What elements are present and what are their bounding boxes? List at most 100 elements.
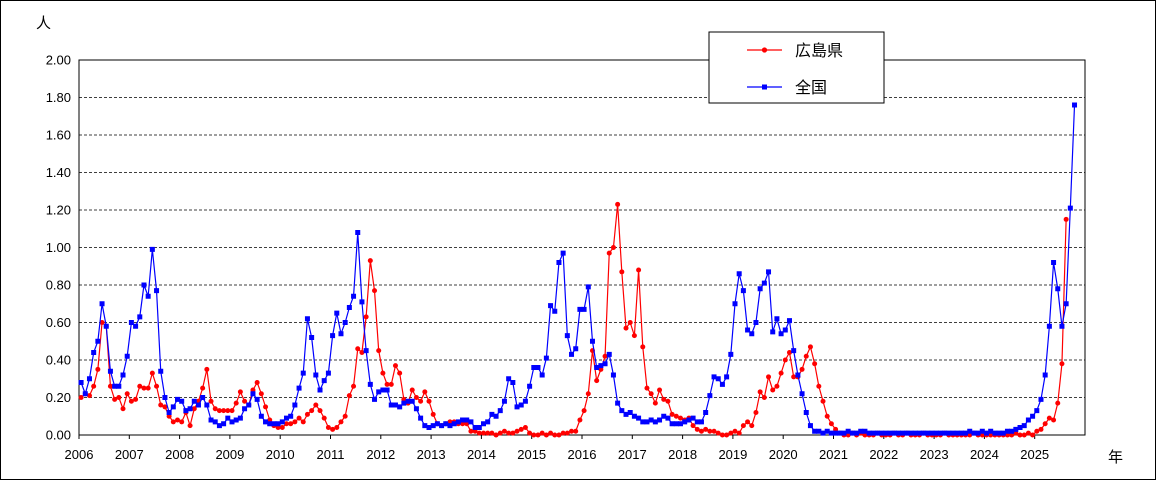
data-point (644, 385, 650, 391)
data-point (413, 406, 419, 412)
data-point (451, 421, 457, 427)
data-point (1042, 372, 1048, 378)
data-point (786, 318, 792, 324)
data-point (711, 428, 717, 434)
data-point (367, 258, 373, 264)
data-point (409, 398, 415, 404)
data-point (983, 430, 989, 436)
data-point (514, 404, 520, 410)
data-point (862, 428, 868, 434)
data-point (392, 363, 398, 369)
data-point (535, 365, 541, 370)
data-point (795, 372, 801, 378)
data-point (770, 387, 776, 393)
data-point (753, 320, 759, 325)
y-tick-label: 1.20 (46, 203, 71, 218)
data-point (619, 269, 625, 275)
data-point (124, 353, 130, 359)
data-point (799, 391, 805, 397)
data-point (166, 410, 172, 415)
data-point (191, 406, 197, 412)
data-point (535, 432, 541, 438)
data-point (933, 430, 939, 436)
data-point (652, 400, 658, 406)
data-point (124, 391, 130, 397)
data-point (950, 430, 956, 436)
x-tick-label: 2006 (65, 447, 94, 462)
data-point (640, 344, 646, 350)
data-point (334, 310, 340, 316)
x-axis: 2006 2007 2008 2009 2010 2011 2012 2013 2014 2015… (65, 435, 1049, 462)
data-point (841, 430, 847, 436)
data-point (694, 419, 700, 425)
x-tick-label: 2015 (517, 447, 546, 462)
data-point (221, 421, 227, 427)
data-point (229, 419, 235, 425)
data-point (91, 350, 97, 355)
data-point (99, 320, 105, 325)
data-point (552, 308, 558, 314)
data-point (497, 408, 503, 414)
data-point (372, 396, 378, 402)
data-point (120, 406, 126, 412)
data-point (304, 411, 310, 417)
data-point (397, 404, 403, 410)
data-point (237, 389, 243, 395)
data-point (556, 432, 562, 438)
data-point (543, 432, 549, 438)
y-unit-label: 人 (36, 14, 51, 32)
data-point (1059, 323, 1065, 329)
data-point (573, 428, 579, 434)
data-point (745, 327, 751, 333)
data-point (418, 398, 424, 404)
data-point (162, 395, 168, 400)
data-point (975, 430, 981, 436)
data-point (175, 417, 181, 423)
x-tick-label: 2025 (1020, 447, 1049, 462)
data-point (300, 419, 306, 425)
data-point (531, 432, 537, 438)
data-point (212, 406, 218, 412)
y-tick-label: 1.60 (46, 128, 71, 143)
data-point (116, 395, 122, 400)
data-point (992, 430, 998, 436)
legend-box (708, 31, 885, 104)
data-point (774, 383, 780, 389)
data-point (376, 348, 382, 354)
data-point (279, 425, 285, 430)
data-point (724, 432, 730, 438)
data-point (501, 428, 507, 434)
data-point (627, 320, 633, 325)
data-point (678, 421, 684, 427)
data-point (141, 385, 147, 391)
data-point (774, 316, 780, 322)
data-point (86, 376, 92, 382)
data-point (870, 430, 876, 436)
data-point (665, 415, 671, 421)
data-point (761, 395, 767, 400)
data-point (430, 411, 436, 417)
x-tick-label: 2022 (869, 447, 898, 462)
data-point (388, 402, 394, 408)
data-point (292, 402, 298, 408)
data-point (845, 428, 851, 434)
data-point (506, 376, 512, 382)
data-point (615, 400, 621, 406)
data-point (170, 404, 176, 410)
data-point (736, 430, 742, 436)
data-point (606, 351, 612, 357)
data-point (866, 430, 872, 436)
data-point (698, 428, 704, 434)
data-point (254, 396, 260, 402)
data-point (485, 419, 491, 425)
data-point (422, 423, 428, 429)
data-point (321, 415, 327, 421)
data-point (560, 250, 566, 256)
data-point (816, 428, 822, 434)
data-point (392, 402, 398, 408)
data-point (820, 430, 826, 436)
data-point (296, 415, 302, 421)
data-point (657, 387, 663, 393)
y-axis: 0.00 0.20 0.40 0.60 0.80 1.00 1.20 1.40 1.60 1.80… (46, 53, 71, 443)
data-point (489, 430, 495, 436)
